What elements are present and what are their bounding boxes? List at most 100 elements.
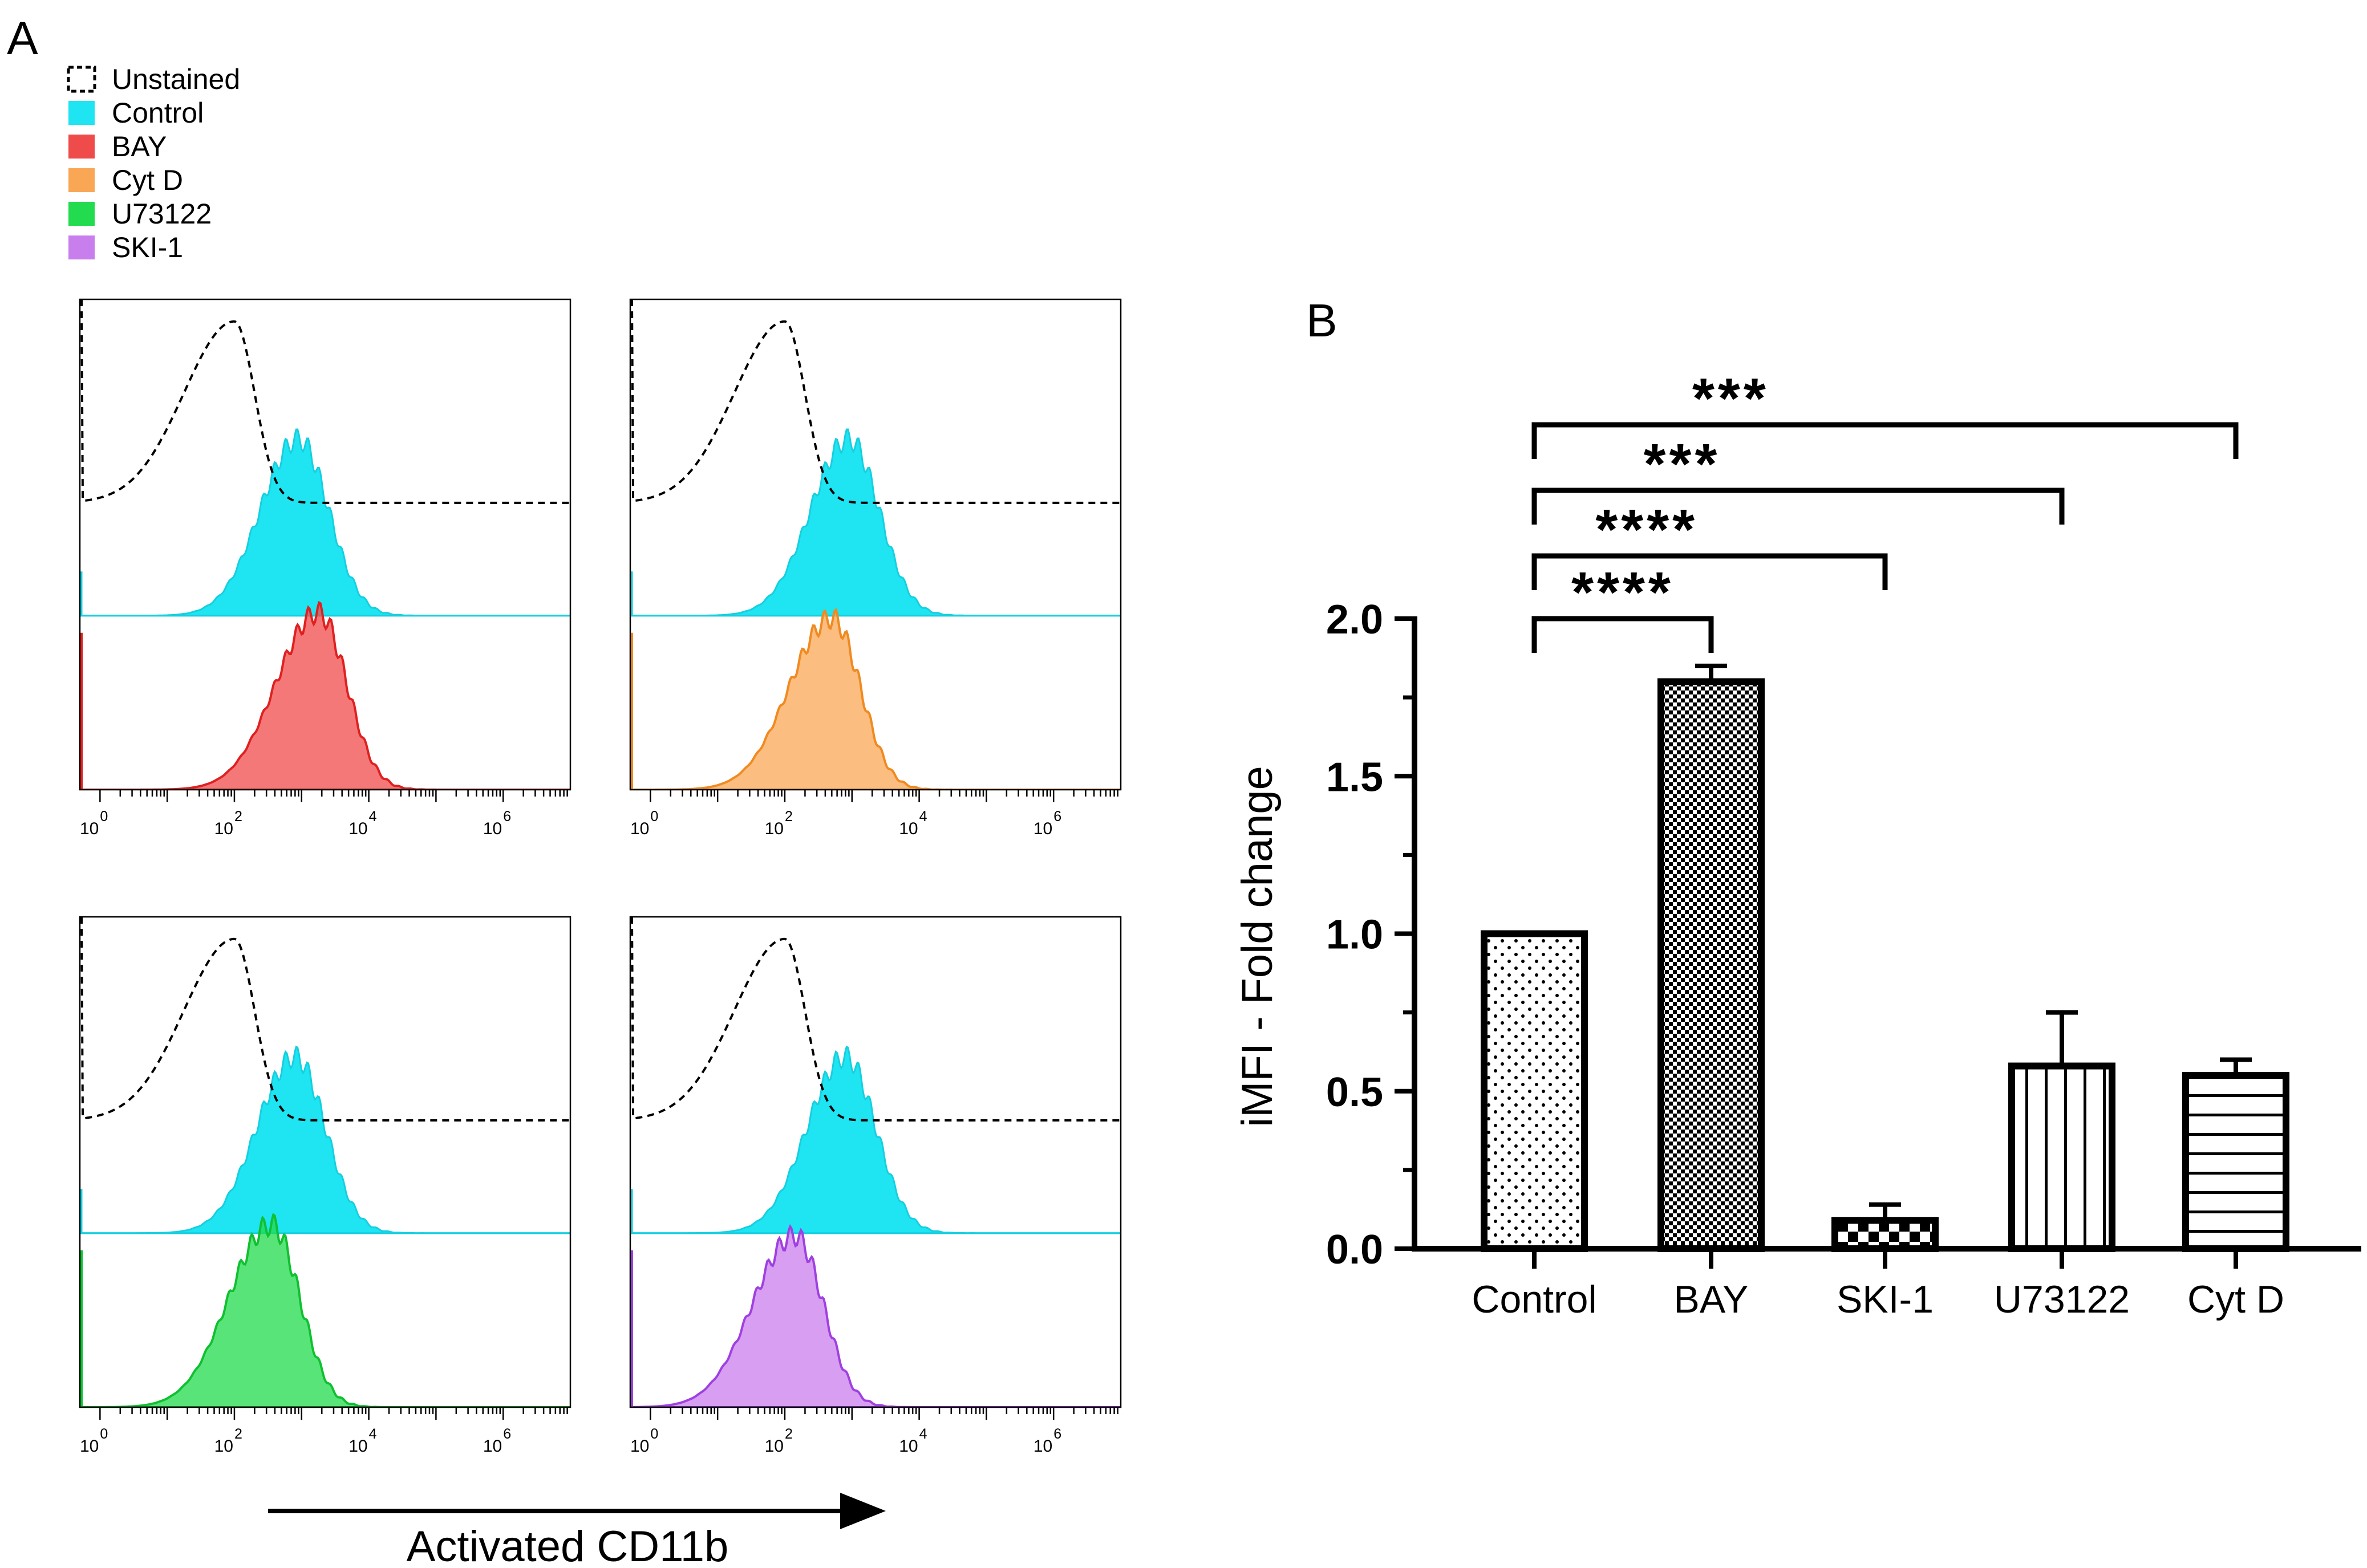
- bar-u73122: [2008, 1062, 2115, 1253]
- x-tick-exponent: 2: [785, 1426, 793, 1442]
- control-histogram: [630, 428, 1121, 617]
- panel-label-b: B: [1306, 295, 1337, 347]
- y-tick-label: 2.0: [1326, 597, 1383, 643]
- histogram-plot-area: [80, 299, 570, 790]
- x-tick-label: 104: [899, 1426, 927, 1456]
- y-tick-label: 0.5: [1326, 1070, 1383, 1115]
- histogram-plot-area: [630, 299, 1121, 790]
- treatment-histogram-ski-1: [630, 1224, 1121, 1407]
- histogram-frame: [79, 298, 572, 791]
- x-tick-label: 102: [214, 809, 242, 838]
- x-tick-base: 10: [899, 1437, 918, 1456]
- legend-label-u73122: U73122: [112, 198, 212, 230]
- x-tick-label-ski-1: SKI-1: [1837, 1278, 1934, 1321]
- x-tick-label-u73122: U73122: [1994, 1278, 2130, 1321]
- significance-label: ****: [1595, 498, 1698, 562]
- x-tick-exponent: 6: [503, 809, 511, 824]
- x-tick-base: 10: [348, 1437, 367, 1456]
- bar-ski-1: [1831, 1217, 1939, 1252]
- x-tick-label: 104: [348, 1426, 376, 1456]
- x-tick-base: 10: [483, 819, 502, 838]
- x-tick-exponent: 6: [1053, 1426, 1061, 1442]
- x-tick-label-control: Control: [1472, 1278, 1596, 1321]
- x-tick-exponent: 0: [100, 809, 108, 824]
- x-tick-label: 106: [483, 809, 511, 838]
- x-tick-exponent: 0: [650, 809, 658, 824]
- x-tick-label: 104: [899, 809, 927, 838]
- bar-control: [1481, 930, 1588, 1252]
- x-tick-base: 10: [765, 819, 784, 838]
- x-tick-exponent: 2: [234, 809, 242, 824]
- x-tick-label: 100: [80, 1426, 108, 1456]
- control-histogram: [80, 428, 570, 617]
- significance-bracket-ski-1: ****: [1531, 498, 1888, 590]
- x-tick-base: 10: [1033, 819, 1052, 838]
- bracket-line: [1531, 553, 1888, 590]
- x-axis-ticks: [650, 1407, 1118, 1420]
- y-tick-label: 0.0: [1326, 1227, 1383, 1273]
- legend-item-u73122: U73122: [68, 198, 212, 230]
- control-histogram: [80, 1045, 570, 1234]
- unstained-histogram: [631, 917, 1120, 1122]
- x-tick-label: 106: [483, 1426, 511, 1456]
- unstained-histogram: [631, 299, 1120, 504]
- treatment-histogram-cyt-d: [630, 607, 1121, 790]
- significance-bracket-bay: ****: [1531, 560, 1714, 653]
- histogram-plot-area: [630, 917, 1121, 1407]
- x-axis-ticks: [650, 790, 1118, 802]
- unstained-histogram: [80, 299, 570, 504]
- x-tick-base: 10: [630, 1437, 649, 1456]
- x-tick-base: 10: [630, 819, 649, 838]
- legend-swatch-bay: [68, 135, 95, 159]
- legend-label-control: Control: [112, 97, 204, 129]
- x-tick-label: 106: [1033, 809, 1061, 838]
- legend-item-ski-1: SKI-1: [68, 231, 183, 263]
- x-tick-label: 100: [630, 1426, 658, 1456]
- x-tick-exponent: 0: [650, 1426, 658, 1442]
- legend-swatch-ski-1: [68, 235, 95, 259]
- x-tick-label: 102: [214, 1426, 242, 1456]
- x-tick-label: 102: [765, 1426, 793, 1456]
- histogram-plot-area: [80, 917, 570, 1407]
- legend-label-bay: BAY: [112, 131, 167, 163]
- control-histogram: [630, 1045, 1121, 1234]
- bracket-line: [1531, 616, 1714, 653]
- panel-label-a: A: [7, 13, 38, 64]
- x-tick-label: 104: [348, 809, 376, 838]
- bar-bay: [1657, 678, 1765, 1252]
- x-tick-base: 10: [765, 1437, 784, 1456]
- legend-label-cyt-d: Cyt D: [112, 164, 183, 196]
- legend-swatch-unstained: [67, 66, 96, 93]
- x-tick-label: 100: [630, 809, 658, 838]
- x-axis-ticks: [99, 1407, 568, 1420]
- histogram-panels: 1001021041061001021041061001021041061001…: [79, 298, 1122, 1456]
- x-tick-exponent: 4: [919, 1426, 927, 1442]
- significance-label: ***: [1644, 432, 1721, 496]
- treatment-histogram-u73122: [80, 1213, 570, 1407]
- bar-cyt-d: [2182, 1072, 2289, 1252]
- x-tick-exponent: 2: [785, 809, 793, 824]
- x-tick-base: 10: [1033, 1437, 1052, 1456]
- unstained-histogram: [80, 917, 570, 1122]
- legend-label-ski-1: SKI-1: [112, 231, 183, 263]
- legend-label-unstained: Unstained: [112, 63, 240, 95]
- x-tick-base: 10: [483, 1437, 502, 1456]
- x-tick-base: 10: [348, 819, 367, 838]
- x-tick-label: 106: [1033, 1426, 1061, 1456]
- legend-item-cyt-d: Cyt D: [68, 164, 183, 196]
- legend-swatch-u73122: [68, 202, 95, 226]
- histogram-frame: [629, 916, 1122, 1408]
- x-tick-base: 10: [80, 819, 99, 838]
- x-tick-exponent: 0: [100, 1426, 108, 1442]
- x-tick-base: 10: [214, 1437, 233, 1456]
- y-tick-label: 1.0: [1326, 912, 1383, 958]
- legend-item-bay: BAY: [68, 131, 167, 163]
- x-axis-label: Activated CD11b: [407, 1522, 729, 1568]
- significance-bracket-cyt-d: ***: [1531, 367, 2239, 459]
- significance-label: ***: [1692, 367, 1769, 430]
- x-tick-label: 102: [765, 809, 793, 838]
- x-axis-ticks: [99, 790, 568, 802]
